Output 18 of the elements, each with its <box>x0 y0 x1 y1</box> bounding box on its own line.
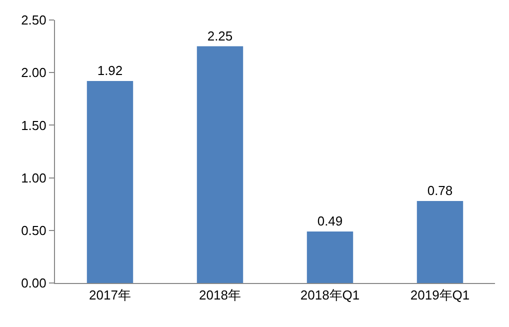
y-tick-label: 0.00 <box>21 276 46 291</box>
x-tick-label: 2017年 <box>89 288 131 303</box>
x-tick-label: 2018年 <box>199 288 241 303</box>
x-tick-label: 2019年Q1 <box>410 288 470 303</box>
data-label: 0.78 <box>427 182 453 198</box>
y-tick-label: 1.00 <box>21 170 46 186</box>
bar <box>416 200 464 283</box>
bar <box>196 46 244 283</box>
data-label: 1.92 <box>97 63 123 78</box>
y-tick-label: 0.50 <box>21 222 46 238</box>
y-tick-label: 2.50 <box>21 12 46 28</box>
data-label: 2.25 <box>207 28 233 44</box>
bar <box>86 81 134 283</box>
data-label: 0.49 <box>317 213 343 228</box>
x-tick-label: 2018年Q1 <box>300 288 360 303</box>
y-tick-label: 2.00 <box>21 65 46 80</box>
bar <box>306 231 354 283</box>
y-tick-label: 1.50 <box>21 118 46 133</box>
